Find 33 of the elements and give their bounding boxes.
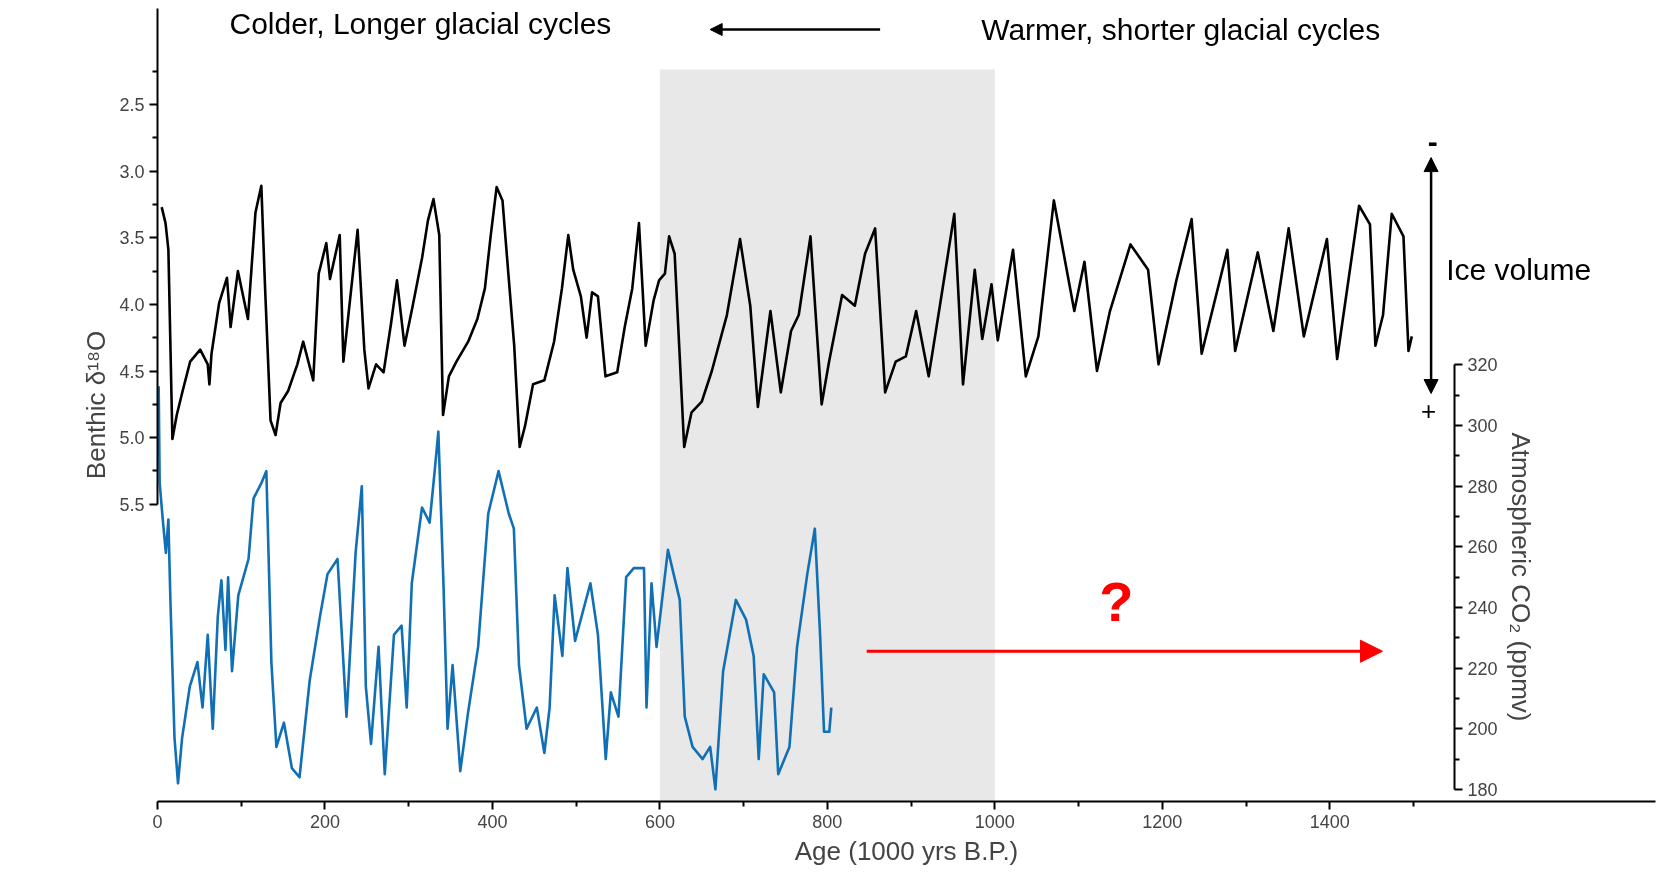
annotation: ?: [1099, 570, 1134, 634]
y-tick-label: 4.0: [119, 294, 145, 315]
y-tick-label: 3.0: [119, 161, 145, 182]
y2-tick-label: 200: [1467, 719, 1498, 740]
y2-tick-label: 300: [1467, 416, 1498, 437]
y-tick-label: 3.5: [119, 228, 145, 249]
line-series: [157, 384, 833, 791]
x-tick-label: 600: [644, 811, 675, 832]
annotation: Ice volume: [1446, 252, 1592, 286]
y2-tick-label: 220: [1467, 658, 1498, 679]
annotation: -: [1427, 124, 1438, 158]
x-tick-label: 0: [152, 811, 163, 832]
x-tick-label: 200: [309, 811, 340, 832]
annotation: Warmer, shorter glacial cycles: [981, 13, 1381, 47]
y2-tick-label: 180: [1467, 779, 1498, 800]
y2-tick-label: 280: [1467, 476, 1498, 497]
y-tick-label: 5.5: [119, 494, 145, 515]
y2-axis-title: Atmospheric CO₂ (ppmv): [1505, 432, 1536, 722]
x-axis-title: Age (1000 yrs B.P.): [794, 835, 1019, 866]
y-tick-label: 4.5: [119, 361, 145, 382]
annotation: +: [1420, 395, 1437, 426]
x-tick-label: 800: [812, 811, 843, 832]
x-tick-label: 1400: [1309, 811, 1350, 832]
y-axis-title: Benthic δ¹⁸O: [81, 330, 112, 480]
y2-tick-label: 260: [1467, 537, 1498, 558]
x-tick-label: 1000: [974, 811, 1015, 832]
y2-tick-label: 240: [1467, 597, 1498, 618]
y2-tick-label: 320: [1467, 355, 1498, 376]
x-tick-label: 400: [477, 811, 508, 832]
y-tick-label: 5.0: [119, 428, 145, 449]
annotation: Colder, Longer glacial cycles: [229, 7, 612, 41]
x-tick-label: 1200: [1142, 811, 1183, 832]
y-tick-label: 2.5: [119, 94, 145, 115]
